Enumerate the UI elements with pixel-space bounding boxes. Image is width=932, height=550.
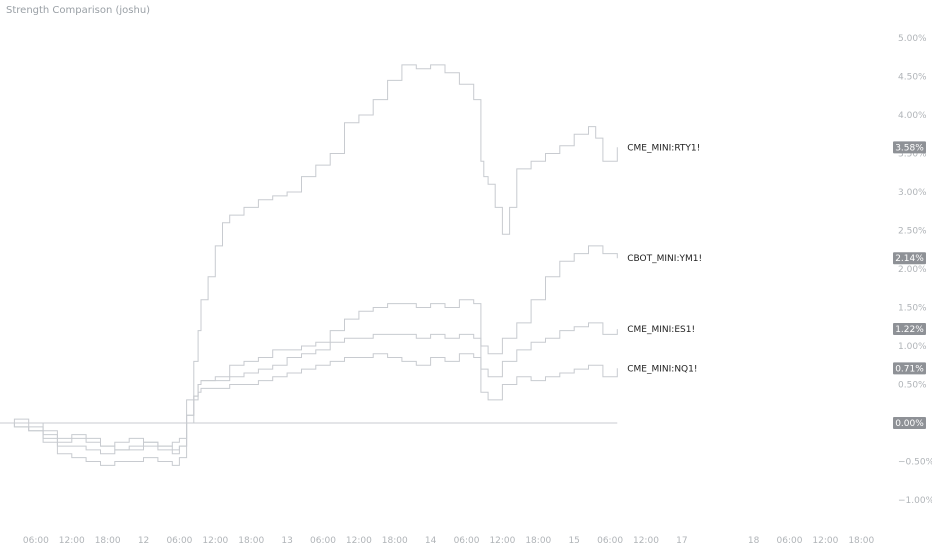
x-tick-label: 06:00 (454, 536, 480, 546)
series-label-cme-mini-nq1: CME_MINI:NQ1! (627, 364, 697, 374)
badge-background (893, 141, 926, 154)
last-value-badge: 2.14% (893, 252, 926, 265)
y-tick-label: 0.50% (898, 381, 927, 391)
badge-background (893, 323, 926, 336)
chart-title: Strength Comparison (joshu) (6, 5, 151, 16)
series-labels: CME_MINI:RTY1! CBOT_MINI:YM1! CME_MINI:ES1… (627, 143, 702, 374)
x-tick-label: 06:00 (166, 536, 192, 546)
x-tick-label: 18:00 (95, 536, 121, 546)
last-value-badge: 0.71% (893, 362, 926, 375)
x-tick-label: 18:00 (525, 536, 551, 546)
x-tick-label: 06:00 (310, 536, 336, 546)
y-tick-label: 2.50% (898, 227, 927, 237)
last-value-badge: 1.22% (893, 323, 926, 336)
series-line-cme-mini-nq1 (0, 353, 618, 466)
y-tick-label: 4.00% (898, 111, 927, 121)
x-tick-label: 06:00 (23, 536, 49, 546)
x-tick-label: 12:00 (489, 536, 515, 546)
y-tick-label: 3.50% (898, 150, 927, 160)
series-line-cme-mini-es1 (0, 322, 618, 455)
x-tick-label: 06:00 (597, 536, 623, 546)
x-tick-label: 12:00 (346, 536, 372, 546)
y-tick-label: 5.00% (898, 34, 927, 44)
y-tick-label: 4.50% (898, 73, 927, 83)
series-line-cme-mini-rty1 (0, 64, 618, 451)
badge-background (893, 252, 926, 265)
y-tick-label: 1.50% (898, 304, 927, 314)
x-tick-label: 18:00 (848, 536, 874, 546)
badge-value: 0.71% (895, 364, 924, 374)
last-value-badges: 3.58% 2.14% 1.22% 0.71% 0.00% (893, 141, 926, 429)
x-tick-label: 12:00 (633, 536, 659, 546)
x-tick-label: 13 (281, 536, 292, 546)
x-tick-label: 17 (676, 536, 687, 546)
x-tick-label: 18:00 (238, 536, 264, 546)
x-tick-label: 12:00 (812, 536, 838, 546)
y-tick-label: 3.00% (898, 188, 927, 198)
x-tick-label: 15 (568, 536, 579, 546)
last-value-badge: 3.58% (893, 141, 926, 154)
zero-value-badge: 0.00% (893, 417, 926, 429)
x-tick-label: 12:00 (202, 536, 228, 546)
badge-value: 1.22% (895, 325, 924, 335)
x-axis: 06:00 12:00 18:00 12 06:00 12:00 18:00 13 06:00 1… (23, 536, 875, 546)
series-label-cme-mini-rty1: CME_MINI:RTY1! (627, 143, 700, 153)
x-tick-label: 18 (748, 536, 760, 546)
badge-background (893, 362, 926, 375)
y-tick-label: −0.50% (898, 458, 932, 468)
series-label-cbot-mini-ym1: CBOT_MINI:YM1! (627, 254, 702, 264)
x-tick-label: 14 (425, 536, 437, 546)
y-tick-label: −1.00% (898, 496, 932, 506)
y-axis: 5.00% 4.50% 4.00% 3.50% 3.00% 2.50% 2.00% 1.50%… (898, 34, 932, 506)
series-layer (0, 64, 618, 466)
badge-value: 2.14% (895, 254, 924, 264)
badge-value: 0.00% (895, 419, 924, 429)
series-label-cme-mini-es1: CME_MINI:ES1! (627, 325, 695, 335)
x-tick-label: 12 (138, 536, 149, 546)
x-tick-label: 18:00 (382, 536, 408, 546)
x-tick-label: 06:00 (777, 536, 803, 546)
badge-value: 3.58% (895, 143, 924, 153)
series-line-cbot-mini-ym1 (0, 245, 618, 447)
y-tick-label: 1.00% (898, 342, 927, 352)
x-tick-label: 12:00 (59, 536, 85, 546)
badge-background (893, 417, 926, 429)
y-tick-label: 2.00% (898, 265, 927, 275)
